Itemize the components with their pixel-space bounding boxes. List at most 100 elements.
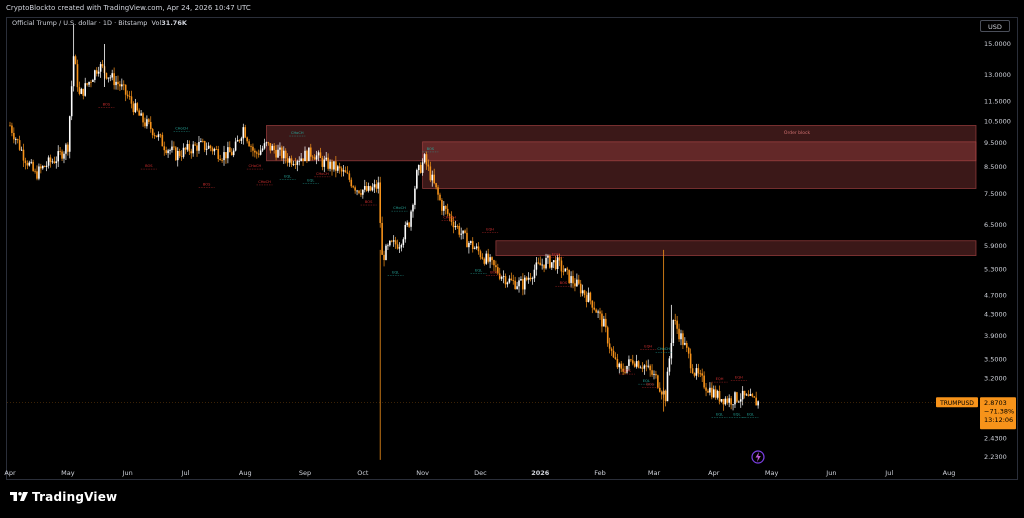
candle-body xyxy=(697,368,700,374)
candle xyxy=(703,371,705,390)
candle xyxy=(637,360,640,369)
structure-label: EQL xyxy=(475,268,482,272)
candle-body xyxy=(687,347,690,354)
structure-label: CHoCH xyxy=(316,172,329,176)
lightning-icon[interactable] xyxy=(751,450,765,464)
candle-body xyxy=(531,278,534,280)
time-tick-label: 2026 xyxy=(531,469,550,477)
candle-body xyxy=(583,290,586,296)
candle xyxy=(520,276,522,281)
candle-body xyxy=(576,279,578,287)
candle xyxy=(254,148,256,158)
candle-body xyxy=(703,375,705,388)
candle-body xyxy=(86,83,88,85)
candle-body xyxy=(242,127,245,139)
tradingview-wordmark: TradingView xyxy=(32,490,118,504)
chart-frame[interactable] xyxy=(6,17,1018,480)
candle xyxy=(554,255,557,271)
candle-body xyxy=(256,152,258,154)
candle xyxy=(92,78,94,83)
candle xyxy=(90,80,92,88)
candle-body xyxy=(144,122,146,127)
candle-body xyxy=(229,147,231,153)
candle-body xyxy=(670,343,673,359)
price-tick-label: 5.9000 xyxy=(984,242,1007,250)
currency-button[interactable]: USD xyxy=(980,20,1010,32)
order-block-zones: Order block xyxy=(266,125,977,256)
candle xyxy=(734,391,736,409)
candle xyxy=(182,143,185,159)
candle xyxy=(16,138,19,144)
candle xyxy=(556,254,559,274)
candle xyxy=(51,158,54,164)
candle-body xyxy=(279,147,281,150)
candle xyxy=(184,146,187,155)
candle xyxy=(30,159,33,165)
candle-body xyxy=(236,140,239,142)
tradingview-logo[interactable]: TradingView xyxy=(10,490,117,504)
candle xyxy=(718,385,721,405)
candle-body xyxy=(489,257,491,262)
candle xyxy=(211,146,214,155)
candle-body xyxy=(446,208,449,214)
candle-body xyxy=(340,168,343,172)
candle xyxy=(290,155,293,168)
candle-body xyxy=(153,135,156,136)
candle xyxy=(308,147,310,162)
candle xyxy=(711,382,713,400)
candle-body xyxy=(198,141,200,151)
candle xyxy=(545,253,547,270)
candle-body xyxy=(78,87,81,94)
price-tick-label: 2.2300 xyxy=(984,453,1007,461)
candle-body xyxy=(549,255,551,268)
structure-label: EQH xyxy=(552,253,560,257)
candle xyxy=(408,221,410,229)
candle-body xyxy=(335,161,337,171)
candle xyxy=(313,154,316,160)
candle-body xyxy=(36,171,38,179)
candle-body xyxy=(614,357,617,359)
structure-label: CHoCH xyxy=(657,347,670,351)
candle xyxy=(252,143,254,157)
candle-body xyxy=(371,187,374,191)
candle-body xyxy=(362,189,364,195)
candle-body xyxy=(94,70,96,80)
candle-body xyxy=(38,166,40,179)
candle xyxy=(514,276,516,290)
price-tick-label: 2.4300 xyxy=(984,434,1007,442)
candle xyxy=(460,227,462,240)
time-tick-label: Oct xyxy=(357,469,369,477)
candle-body xyxy=(146,119,148,127)
candle xyxy=(639,365,642,369)
candle-body xyxy=(437,187,439,195)
candle xyxy=(741,386,744,406)
candle-body xyxy=(221,160,223,161)
candle-body xyxy=(30,161,33,163)
candle xyxy=(572,270,574,289)
candle-body xyxy=(558,257,561,261)
candle-body xyxy=(333,161,335,170)
candle xyxy=(390,239,393,243)
candle xyxy=(180,150,183,161)
candle xyxy=(188,140,191,156)
candle xyxy=(84,77,86,97)
candle xyxy=(38,163,40,181)
candle-body xyxy=(626,365,628,373)
price-tick-label: 10.5000 xyxy=(984,117,1011,125)
price-tick-label: 4.3000 xyxy=(984,311,1007,319)
candle-body xyxy=(498,273,501,279)
candle xyxy=(70,80,73,121)
candle-body xyxy=(514,280,516,289)
candle-body xyxy=(269,143,272,151)
candle-body xyxy=(506,282,509,285)
candle-body xyxy=(616,358,619,368)
candle xyxy=(591,300,594,314)
candle xyxy=(479,249,482,260)
candle xyxy=(489,254,491,269)
price-tick-label: 15.0000 xyxy=(984,40,1011,48)
candle-body xyxy=(176,150,179,161)
candle-body xyxy=(468,242,470,248)
candle-body xyxy=(402,239,405,245)
candle xyxy=(140,110,142,116)
